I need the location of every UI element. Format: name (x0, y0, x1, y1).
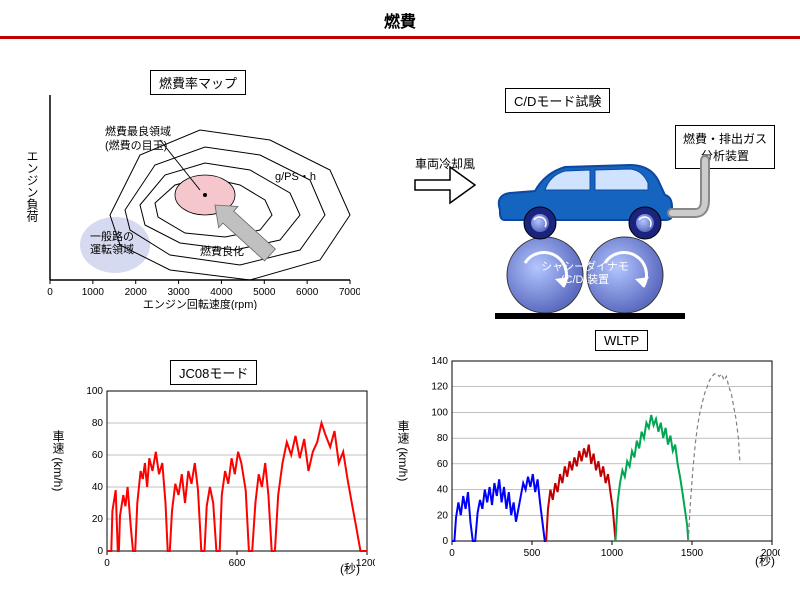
svg-text:500: 500 (524, 548, 541, 559)
svg-text:4000: 4000 (210, 287, 233, 298)
jc08-ylabel: 車速 (km/h) (50, 430, 67, 491)
svg-text:0: 0 (47, 287, 53, 298)
svg-text:40: 40 (437, 485, 449, 496)
svg-text:0: 0 (449, 548, 455, 559)
svg-text:40: 40 (92, 482, 104, 493)
svg-text:エンジン回転速度(rpm): エンジン回転速度(rpm) (143, 297, 257, 310)
svg-text:80: 80 (437, 433, 449, 444)
svg-text:2000: 2000 (125, 287, 148, 298)
svg-text:燃費最良領域: 燃費最良領域 (105, 124, 171, 138)
cd-test-panel: C/Dモード試験 車両冷却風 燃費・排出ガス 分析装置 シャシーダイナモ(C/D… (405, 70, 785, 310)
svg-text:140: 140 (431, 356, 448, 367)
wltp-ylabel: 車速 (km/h) (395, 420, 412, 481)
svg-text:3000: 3000 (167, 287, 190, 298)
svg-text:80: 80 (92, 418, 104, 429)
svg-text:0: 0 (442, 536, 448, 547)
divider-line (0, 36, 800, 39)
svg-text:20: 20 (437, 510, 449, 521)
svg-text:5000: 5000 (253, 287, 276, 298)
cd-diagram: シャシーダイナモ(C/D)装置 (405, 105, 785, 325)
svg-text:60: 60 (92, 450, 104, 461)
svg-text:(燃費の目玉): (燃費の目玉) (105, 138, 167, 152)
svg-text:60: 60 (437, 459, 449, 470)
svg-text:600: 600 (229, 558, 246, 569)
page-title: 燃費 (0, 0, 800, 36)
svg-text:1000: 1000 (601, 548, 624, 559)
wltp-chart: 0204060801001201400500100015002000 (420, 355, 780, 565)
svg-text:0: 0 (104, 558, 110, 569)
svg-text:1000: 1000 (82, 287, 105, 298)
wltp-xunits: (秒) (755, 552, 775, 569)
wltp-panel: WLTP 車速 (km/h) 0 20 40 60 80 100 120 140 0 500 100… (395, 330, 785, 580)
svg-text:g/PS・h: g/PS・h (275, 171, 316, 183)
svg-text:7000: 7000 (339, 287, 360, 298)
svg-text:20: 20 (92, 514, 104, 525)
svg-text:一般路の: 一般路の (90, 230, 134, 243)
svg-text:6000: 6000 (296, 287, 319, 298)
svg-text:100: 100 (431, 407, 448, 418)
svg-text:0: 0 (97, 546, 103, 557)
wltp-title: WLTP (595, 330, 648, 351)
efficiency-map-chart: 0 1000 2000 3000 4000 5000 6000 7000 エンジン回転速度(rp… (20, 90, 360, 310)
svg-text:燃費良化: 燃費良化 (200, 244, 244, 258)
svg-text:100: 100 (86, 386, 103, 397)
jc08-chart: 02040608010006001200 (75, 385, 375, 575)
jc08-title: JC08モード (170, 360, 257, 385)
svg-text:1500: 1500 (681, 548, 704, 559)
efficiency-map-panel: 燃費率マップ エンジン負荷 01000200030004000500060007… (20, 70, 380, 310)
svg-text:120: 120 (431, 382, 448, 393)
jc08-xunits: (秒) (340, 560, 360, 577)
jc08-panel: JC08モード 車速 (km/h) 02040608010006001200 (… (50, 350, 370, 580)
svg-text:運転領域: 運転領域 (90, 242, 134, 256)
svg-text:(C/D)装置: (C/D)装置 (561, 273, 609, 286)
svg-text:シャシーダイナモ: シャシーダイナモ (541, 259, 629, 273)
